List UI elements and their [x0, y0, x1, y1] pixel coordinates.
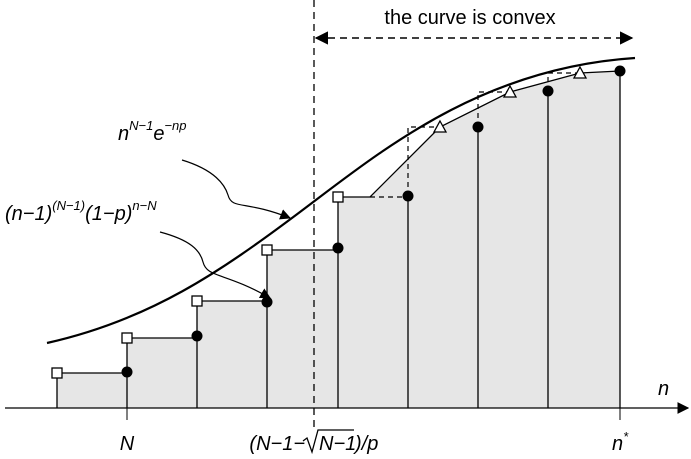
exponent: *	[623, 429, 629, 444]
pointer-arrow	[159, 231, 271, 299]
term: n	[612, 433, 623, 455]
tick-label: (N−1−	[249, 433, 305, 455]
axis-label: n	[658, 378, 669, 400]
term: (n−1)	[5, 203, 52, 225]
exponent: N−1	[129, 118, 153, 133]
exponent: −np	[164, 118, 186, 133]
tick-label: N	[120, 433, 135, 455]
step-label: (n−1)(N−1)(1−p)n−N	[5, 198, 157, 225]
convex-label: the curve is convex	[384, 7, 555, 29]
exponent: (N−1)	[52, 198, 85, 213]
tick-label: n*	[612, 429, 629, 455]
tick-label: N−1	[319, 433, 356, 455]
term: (1−p)	[85, 203, 132, 225]
triangles	[432, 65, 588, 133]
curve	[46, 56, 636, 345]
curve-label: nN−1e−np	[118, 118, 187, 145]
tick-label: )/p	[353, 433, 378, 455]
dashed-steps	[370, 72, 580, 198]
exponent: n−N	[132, 198, 157, 213]
circles	[121, 65, 626, 378]
pointer-arrow	[181, 159, 292, 220]
term: e	[153, 123, 164, 145]
radical	[302, 429, 354, 455]
squares	[51, 191, 344, 379]
term: n	[118, 123, 129, 145]
